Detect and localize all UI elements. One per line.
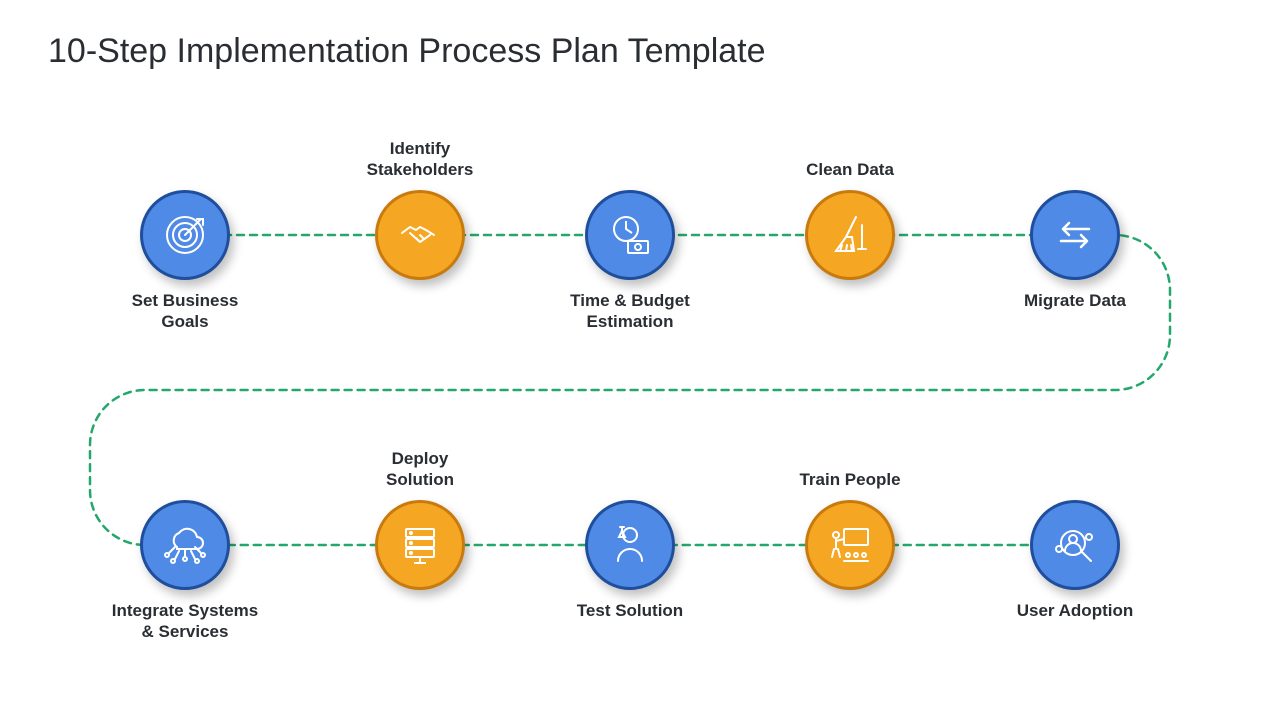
step-train-people: Train People [760, 500, 940, 590]
step-circle [585, 500, 675, 590]
step-label: Identify Stakeholders [330, 138, 510, 181]
step-migrate-data: Migrate Data [985, 190, 1165, 280]
step-label: Set Business Goals [95, 290, 275, 333]
step-user-adoption: User Adoption [985, 500, 1165, 590]
handshake-icon [396, 211, 444, 259]
cloud-net-icon [161, 521, 209, 569]
step-label: Clean Data [760, 159, 940, 180]
step-set-business-goals: Set Business Goals [95, 190, 275, 280]
step-circle [805, 500, 895, 590]
step-time-budget: Time & Budget Estimation [540, 190, 720, 280]
step-circle [805, 190, 895, 280]
step-integrate-systems: Integrate Systems & Services [95, 500, 275, 590]
server-icon [396, 521, 444, 569]
step-circle [140, 500, 230, 590]
step-label: Integrate Systems & Services [95, 600, 275, 643]
person-flask-icon [606, 521, 654, 569]
step-label: Time & Budget Estimation [540, 290, 720, 333]
step-label: User Adoption [985, 600, 1165, 621]
step-identify-stakeholders: Identify Stakeholders [330, 190, 510, 280]
step-circle [1030, 190, 1120, 280]
step-label: Test Solution [540, 600, 720, 621]
step-circle [585, 190, 675, 280]
step-circle [375, 190, 465, 280]
step-circle [1030, 500, 1120, 590]
target-icon [161, 211, 209, 259]
teacher-icon [826, 521, 874, 569]
arrows-icon [1051, 211, 1099, 259]
step-test-solution: Test Solution [540, 500, 720, 590]
broom-icon [826, 211, 874, 259]
clock-money-icon [606, 211, 654, 259]
user-magnify-icon [1051, 521, 1099, 569]
step-label: Migrate Data [985, 290, 1165, 311]
step-clean-data: Clean Data [760, 190, 940, 280]
step-circle [375, 500, 465, 590]
step-label: Deploy Solution [330, 448, 510, 491]
step-label: Train People [760, 469, 940, 490]
step-circle [140, 190, 230, 280]
step-deploy-solution: Deploy Solution [330, 500, 510, 590]
